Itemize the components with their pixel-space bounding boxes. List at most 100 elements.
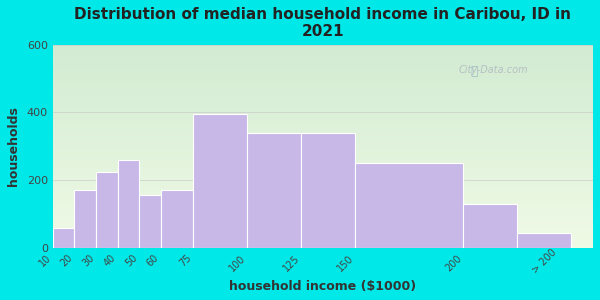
Bar bbox=[53, 207, 593, 209]
Y-axis label: households: households bbox=[7, 106, 20, 186]
Bar bbox=[53, 49, 593, 51]
Bar bbox=[53, 53, 593, 55]
Bar bbox=[161, 190, 193, 248]
Text: > 200: > 200 bbox=[530, 247, 559, 275]
Bar bbox=[53, 112, 593, 114]
Bar bbox=[53, 83, 593, 85]
Bar bbox=[53, 126, 593, 128]
Bar bbox=[53, 212, 593, 213]
Bar bbox=[53, 146, 593, 148]
Bar bbox=[53, 240, 593, 242]
Bar bbox=[53, 87, 593, 89]
Bar bbox=[53, 224, 593, 226]
Bar bbox=[53, 160, 593, 163]
Bar bbox=[53, 55, 593, 57]
Bar bbox=[53, 183, 593, 185]
Bar bbox=[53, 98, 593, 100]
Bar bbox=[53, 218, 593, 220]
X-axis label: household income ($1000): household income ($1000) bbox=[229, 280, 416, 293]
Bar bbox=[53, 177, 593, 179]
Bar bbox=[53, 92, 593, 94]
Bar bbox=[53, 242, 593, 244]
Bar bbox=[53, 232, 593, 234]
Bar bbox=[53, 228, 593, 230]
Text: City-Data.com: City-Data.com bbox=[458, 65, 528, 75]
Bar bbox=[53, 246, 593, 248]
Bar bbox=[53, 157, 593, 158]
Bar bbox=[53, 230, 593, 232]
Bar bbox=[53, 67, 593, 69]
Bar bbox=[53, 152, 593, 154]
Bar bbox=[53, 102, 593, 103]
Text: ⦿: ⦿ bbox=[470, 65, 478, 78]
Bar bbox=[53, 51, 593, 53]
Bar bbox=[118, 160, 139, 248]
Bar bbox=[53, 100, 593, 102]
Bar bbox=[53, 138, 593, 140]
Bar bbox=[139, 196, 161, 248]
Bar bbox=[53, 193, 593, 195]
Bar bbox=[53, 228, 74, 248]
Bar bbox=[53, 220, 593, 222]
Bar bbox=[53, 134, 593, 136]
Bar bbox=[53, 114, 593, 116]
Bar bbox=[53, 116, 593, 118]
Bar bbox=[53, 106, 593, 108]
Bar bbox=[96, 172, 118, 248]
Bar bbox=[53, 124, 593, 126]
Bar bbox=[53, 120, 593, 122]
Bar bbox=[53, 209, 593, 211]
Bar bbox=[53, 45, 593, 47]
Bar bbox=[53, 65, 593, 67]
Bar bbox=[53, 175, 593, 177]
Bar bbox=[53, 85, 593, 87]
Bar bbox=[53, 189, 593, 191]
Bar bbox=[53, 203, 593, 205]
Bar bbox=[53, 75, 593, 77]
Bar bbox=[53, 238, 593, 240]
Bar bbox=[53, 195, 593, 197]
Bar bbox=[53, 154, 593, 157]
Bar bbox=[53, 103, 593, 106]
Bar bbox=[53, 122, 593, 124]
Bar bbox=[53, 132, 593, 134]
Bar bbox=[74, 190, 96, 248]
Bar bbox=[53, 187, 593, 189]
Bar bbox=[53, 71, 593, 73]
Bar bbox=[53, 94, 593, 95]
Bar bbox=[53, 142, 593, 144]
Bar bbox=[53, 59, 593, 61]
Bar bbox=[53, 244, 593, 246]
Bar bbox=[53, 205, 593, 207]
Bar bbox=[53, 201, 593, 203]
Bar bbox=[53, 69, 593, 71]
Bar bbox=[53, 47, 593, 49]
Bar bbox=[53, 77, 593, 79]
Bar bbox=[53, 81, 593, 83]
Bar bbox=[53, 163, 593, 165]
Bar bbox=[53, 173, 593, 175]
Bar bbox=[53, 165, 593, 167]
Bar bbox=[53, 110, 593, 112]
Bar bbox=[53, 57, 593, 59]
Bar bbox=[53, 158, 593, 160]
Bar bbox=[53, 213, 593, 215]
Bar bbox=[53, 128, 593, 130]
Bar bbox=[53, 171, 593, 173]
Bar bbox=[53, 136, 593, 138]
Bar bbox=[53, 191, 593, 193]
Bar bbox=[53, 197, 593, 199]
Title: Distribution of median household income in Caribou, ID in
2021: Distribution of median household income … bbox=[74, 7, 571, 39]
Bar bbox=[53, 169, 593, 171]
Bar bbox=[53, 181, 593, 183]
Bar bbox=[53, 61, 593, 63]
Bar bbox=[53, 185, 593, 187]
Bar bbox=[53, 144, 593, 146]
Bar bbox=[53, 95, 593, 98]
Bar bbox=[53, 179, 593, 181]
Bar bbox=[53, 150, 593, 152]
Bar bbox=[53, 140, 593, 142]
Bar bbox=[53, 79, 593, 81]
Bar bbox=[53, 226, 593, 228]
Bar bbox=[53, 148, 593, 150]
